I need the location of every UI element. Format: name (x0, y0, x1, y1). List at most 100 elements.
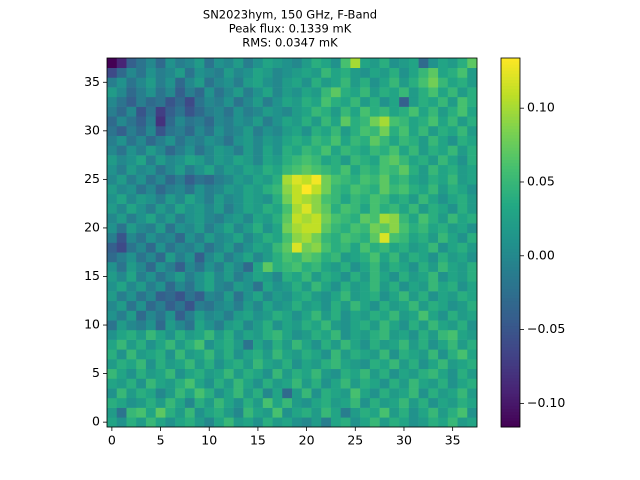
heatmap-cell (155, 339, 166, 350)
heatmap-cell (107, 77, 118, 88)
heatmap-cell (330, 184, 341, 195)
heatmap-cell (350, 271, 361, 282)
heatmap-cell (262, 184, 273, 195)
heatmap-cell (457, 87, 468, 98)
heatmap-cell (204, 116, 215, 127)
heatmap-cell (350, 155, 361, 166)
heatmap-cell (214, 106, 225, 117)
heatmap-cell (399, 96, 410, 107)
heatmap-cell (204, 135, 215, 146)
heatmap-cell (457, 145, 468, 156)
colorbar-segment (501, 94, 520, 99)
heatmap-cell (116, 67, 127, 78)
heatmap-cell (194, 135, 205, 146)
heatmap-cell (233, 77, 244, 88)
heatmap-cell (272, 397, 283, 408)
heatmap-cell (116, 281, 127, 292)
heatmap-cell (107, 96, 118, 107)
heatmap-cell (194, 397, 205, 408)
heatmap-cell (457, 164, 468, 175)
colorbar-segment (501, 193, 520, 197)
heatmap-cell (233, 155, 244, 166)
heatmap-cell (438, 106, 449, 117)
heatmap-cell (408, 349, 419, 360)
heatmap-cell (369, 339, 380, 350)
heatmap-cell (311, 310, 322, 321)
colorbar-segment (501, 156, 520, 160)
heatmap-cell (116, 388, 127, 399)
colorbar-segment (501, 319, 520, 323)
heatmap-cell (467, 368, 478, 379)
heatmap-cell (311, 203, 322, 214)
heatmap-cell (155, 125, 166, 136)
heatmap-cell (350, 184, 361, 195)
colorbar-segment (501, 273, 520, 277)
heatmap-cell (282, 261, 293, 272)
heatmap-cell (282, 145, 293, 156)
heatmap-cell (204, 164, 215, 175)
heatmap-cell (204, 232, 215, 243)
heatmap-cell (369, 67, 380, 78)
heatmap-cell (116, 116, 127, 127)
heatmap-cell (145, 281, 156, 292)
heatmap-cell (301, 232, 312, 243)
heatmap-cell (457, 417, 468, 428)
heatmap-cell (350, 67, 361, 78)
heatmap-cell (340, 184, 351, 195)
heatmap-cell (107, 407, 118, 418)
heatmap-cell (379, 193, 390, 204)
heatmap-cell (301, 213, 312, 224)
heatmap-cell (311, 174, 322, 185)
heatmap-cell (399, 291, 410, 302)
heatmap-cell (243, 252, 254, 263)
heatmap-cell (126, 378, 137, 389)
heatmap-cell (311, 407, 322, 418)
heatmap-cell (408, 388, 419, 399)
heatmap-cell (204, 397, 215, 408)
heatmap-cell (330, 281, 341, 292)
heatmap-cell (301, 145, 312, 156)
heatmap-cell (204, 77, 215, 88)
heatmap-cell (136, 77, 147, 88)
heatmap-cell (116, 164, 127, 175)
heatmap-cell (369, 106, 380, 117)
heatmap-cell (428, 378, 439, 389)
heatmap-cell (408, 417, 419, 428)
colorbar-segment (501, 134, 520, 139)
colorbar-segment (501, 294, 520, 299)
heatmap-cell (369, 58, 380, 69)
heatmap-cell (418, 106, 429, 117)
heatmap-cell (428, 320, 439, 331)
heatmap-cell (233, 310, 244, 321)
heatmap-cell (243, 310, 254, 321)
heatmap-cell (360, 368, 371, 379)
heatmap-cell (126, 271, 137, 282)
colorbar-segment (501, 420, 520, 425)
heatmap-cell (204, 417, 215, 428)
heatmap-cell (194, 213, 205, 224)
heatmap-cell (272, 407, 283, 418)
heatmap-cell (350, 252, 361, 263)
heatmap-cell (155, 349, 166, 360)
heatmap-cell (311, 242, 322, 253)
heatmap-cell (447, 310, 458, 321)
heatmap-cell (243, 232, 254, 243)
heatmap-cell (438, 58, 449, 69)
heatmap-cell (438, 378, 449, 389)
heatmap-cell (369, 232, 380, 243)
heatmap-cell (175, 213, 186, 224)
heatmap-cell (399, 252, 410, 263)
heatmap-cell (360, 106, 371, 117)
heatmap-cell (340, 155, 351, 166)
heatmap-cell (282, 116, 293, 127)
colorbar-segment (501, 313, 520, 317)
heatmap-cell (330, 116, 341, 127)
colorbar-segment (501, 205, 520, 210)
heatmap-cell (428, 232, 439, 243)
heatmap-cell (165, 271, 176, 282)
heatmap-cell (379, 58, 390, 69)
heatmap-cell (292, 397, 303, 408)
heatmap-cell (282, 368, 293, 379)
heatmap-cell (136, 368, 147, 379)
heatmap-cell (116, 417, 127, 428)
